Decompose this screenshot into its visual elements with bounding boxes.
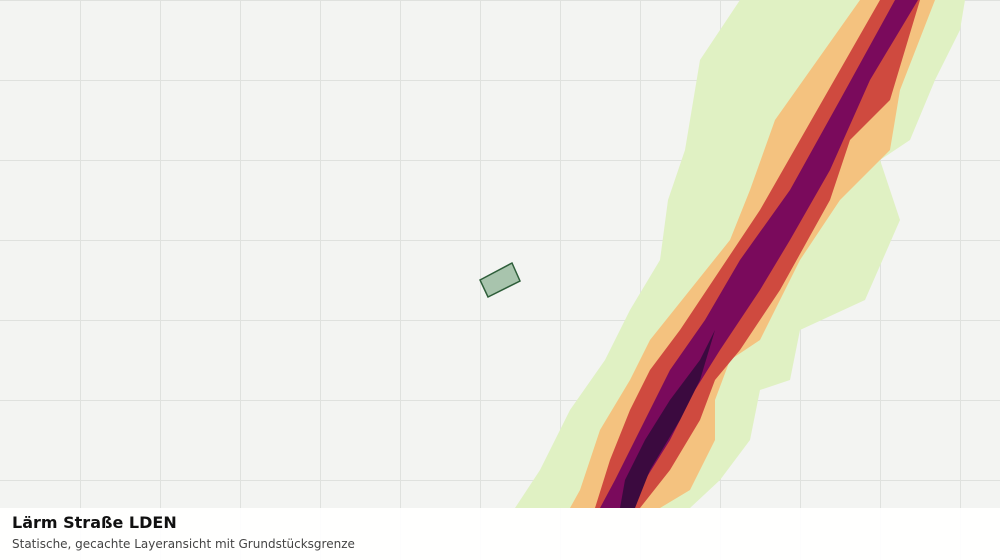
noise-zone-very-high <box>600 0 918 508</box>
legend-panel: Lärm Straße LDEN Statische, gecachte Lay… <box>0 508 1000 560</box>
noise-zone-extreme <box>620 330 715 508</box>
layer-subtitle: Statische, gecachte Layeransicht mit Gru… <box>12 537 355 551</box>
layer-title: Lärm Straße LDEN <box>12 513 177 532</box>
parcel-boundary <box>479 261 521 299</box>
